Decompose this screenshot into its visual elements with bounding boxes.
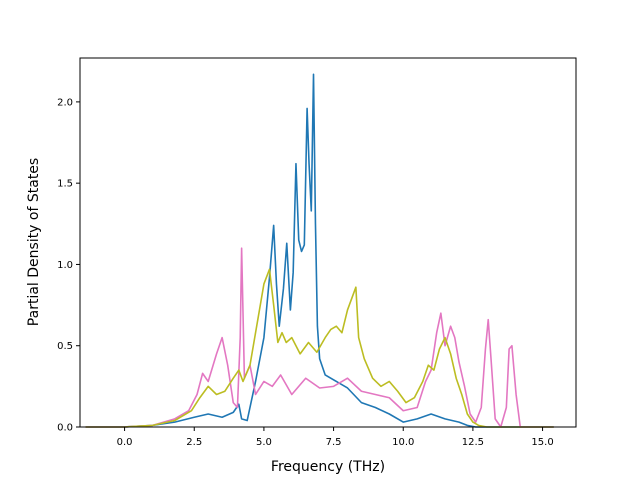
x-tick-label: 12.5: [462, 437, 484, 448]
x-tick-label: 2.5: [186, 437, 202, 448]
x-tick-label: 15.0: [531, 437, 553, 448]
x-tick-label: 10.0: [392, 437, 414, 448]
x-axis-label: Frequency (THz): [271, 459, 385, 475]
x-axis: 0.0 2.5 5.0 7.5 10.0 12.5 15.0: [117, 427, 554, 448]
x-tick-label: 0.0: [117, 437, 133, 448]
y-tick-label: 2.0: [57, 97, 73, 108]
y-tick-label: 1.0: [57, 260, 73, 271]
x-tick-label: 7.5: [326, 437, 342, 448]
y-tick-label: 0.0: [57, 423, 73, 434]
y-tick-label: 0.5: [57, 341, 73, 352]
y-axis: 0.0 0.5 1.0 1.5 2.0: [57, 97, 80, 434]
x-tick-label: 5.0: [256, 437, 272, 448]
y-axis-label: Partial Density of States: [26, 158, 42, 326]
series-line-2: [85, 247, 554, 428]
series-layer: [85, 73, 554, 428]
plot-frame: [79, 57, 577, 428]
y-tick-label: 1.5: [57, 179, 73, 190]
series-line-3: [85, 268, 554, 428]
